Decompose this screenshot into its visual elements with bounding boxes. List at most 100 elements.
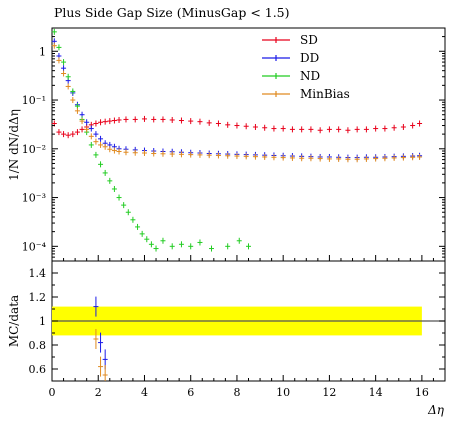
x-tick-label: 0 <box>49 386 56 399</box>
point-minbias-38 <box>336 155 342 162</box>
point-nd-28 <box>209 245 215 252</box>
point-minbias-14 <box>116 148 122 155</box>
point-minbias-6 <box>79 118 85 125</box>
point-minbias-29 <box>252 153 258 160</box>
point-sd-11 <box>102 118 108 125</box>
point-nd-19 <box>139 230 145 237</box>
point-nd-29 <box>225 243 231 250</box>
point-minbias-17 <box>141 149 147 156</box>
point-sd-37 <box>326 126 332 133</box>
point-minbias-39 <box>345 156 351 163</box>
ratio-point-minbias-3 <box>93 329 99 349</box>
point-sd-21 <box>178 117 184 124</box>
point-sd-41 <box>363 126 369 133</box>
point-minbias-1 <box>56 57 62 64</box>
main-series-points <box>51 28 423 252</box>
point-nd-12 <box>107 177 113 184</box>
point-sd-30 <box>262 124 268 131</box>
ratio-point-dd-0 <box>93 296 99 317</box>
point-nd-31 <box>246 243 251 250</box>
point-sd-35 <box>308 126 314 133</box>
ratio-tick-label: 0.6 <box>29 363 47 376</box>
point-nd-25 <box>178 241 184 248</box>
point-minbias-10 <box>98 141 104 148</box>
point-nd-2 <box>61 59 67 66</box>
point-sd-31 <box>271 125 277 132</box>
ratio-y-axis-label: MC/data <box>7 295 21 347</box>
point-sd-6 <box>79 126 85 133</box>
y-tick-label: 10⁻¹ <box>22 94 46 107</box>
point-sd-33 <box>289 126 295 133</box>
point-sd-15 <box>123 116 129 123</box>
point-sd-27 <box>234 122 240 129</box>
x-tick-label: 8 <box>233 386 240 399</box>
y-tick-label: 10⁻⁴ <box>22 240 47 253</box>
point-sd-46 <box>410 122 416 129</box>
point-minbias-4 <box>70 97 76 104</box>
point-sd-19 <box>160 116 166 123</box>
point-sd-25 <box>215 120 221 127</box>
point-minbias-26 <box>225 152 231 159</box>
x-tick-label: 16 <box>415 386 429 399</box>
point-dd-2 <box>61 65 67 72</box>
y-tick-label: 1 <box>39 45 46 58</box>
legend: SD DD ND MinBias <box>262 33 350 101</box>
point-dd-10 <box>98 135 104 142</box>
point-nd-9 <box>93 151 99 158</box>
legend-entry-dd: DD <box>262 51 319 65</box>
point-minbias-21 <box>178 151 184 158</box>
point-sd-13 <box>111 117 117 124</box>
legend-entry-sd: SD <box>262 33 318 47</box>
point-sd-26 <box>225 121 231 128</box>
legend-entry-nd: ND <box>262 69 320 83</box>
point-nd-1 <box>56 44 62 51</box>
point-sd-16 <box>132 116 138 123</box>
point-minbias-8 <box>88 133 94 140</box>
point-sd-47 <box>417 120 423 127</box>
point-sd-40 <box>354 126 360 133</box>
point-nd-3 <box>65 73 71 80</box>
point-sd-28 <box>243 123 249 130</box>
point-sd-3 <box>65 132 71 139</box>
point-sd-1 <box>56 129 62 136</box>
point-dd-7 <box>84 119 90 126</box>
point-nd-27 <box>197 239 203 246</box>
x-tick-label: 10 <box>276 386 290 399</box>
point-nd-4 <box>70 88 76 95</box>
ratio-point-minbias-4 <box>98 356 104 377</box>
point-sd-44 <box>391 124 397 131</box>
point-nd-18 <box>135 223 141 230</box>
point-sd-14 <box>116 116 122 123</box>
point-dd-8 <box>88 125 94 132</box>
ratio-uncertainty-band <box>52 306 445 336</box>
y-tick-label: 10⁻³ <box>22 192 46 205</box>
point-nd-21 <box>148 241 154 248</box>
point-sd-32 <box>280 125 286 132</box>
point-minbias-33 <box>289 154 295 161</box>
point-sd-10 <box>98 119 104 126</box>
point-minbias-43 <box>382 155 388 162</box>
x-axis-label: Δη <box>427 403 445 417</box>
point-sd-17 <box>141 115 147 122</box>
ratio-tick-label: 1.2 <box>29 291 47 304</box>
point-minbias-42 <box>373 155 379 162</box>
point-sd-45 <box>400 123 406 130</box>
point-sd-29 <box>252 123 258 130</box>
chart-title: Plus Side Gap Size (MinusGap < 1.5) <box>54 5 290 20</box>
x-tick-label: 2 <box>95 386 102 399</box>
legend-entry-minbias: MinBias <box>262 87 350 101</box>
point-dd-9 <box>93 131 99 138</box>
point-sd-24 <box>206 119 212 126</box>
point-minbias-16 <box>132 149 138 156</box>
point-sd-39 <box>345 127 351 134</box>
point-minbias-44 <box>391 154 397 161</box>
point-nd-14 <box>116 194 122 201</box>
point-nd-16 <box>125 209 131 216</box>
point-nd-23 <box>160 237 166 244</box>
point-minbias-31 <box>271 154 277 161</box>
point-sd-12 <box>107 118 113 125</box>
point-minbias-24 <box>206 152 212 159</box>
point-minbias-19 <box>160 150 166 157</box>
legend-label: ND <box>300 69 320 83</box>
ratio-point-minbias-5 <box>102 365 108 381</box>
